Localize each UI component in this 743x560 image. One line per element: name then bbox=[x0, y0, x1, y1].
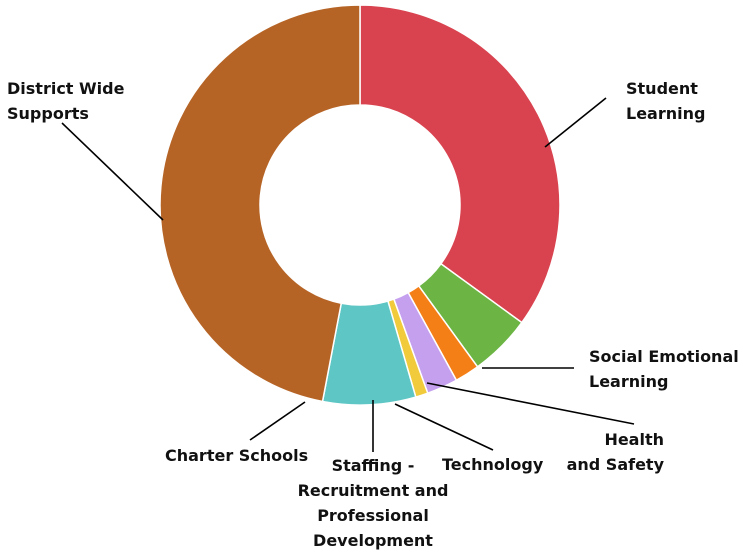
slice-label-line: Development bbox=[313, 531, 433, 550]
slice-district-wide-supports bbox=[159, 4, 361, 403]
slice-labels: Student Learning Social Emotional Learning H… bbox=[7, 79, 739, 550]
slice-label-social-emotional-learning: Social Emotional Learning bbox=[589, 347, 739, 391]
slice-label-line: Recruitment and bbox=[298, 481, 449, 500]
slice-label-line: Student bbox=[626, 79, 698, 98]
leader-line-district-wide-supports bbox=[61, 122, 164, 221]
leader-line-health-and-safety bbox=[426, 382, 635, 425]
slice-label-line: Learning bbox=[589, 372, 668, 391]
slice-label-line: Technology bbox=[442, 455, 544, 474]
slice-label-line: Charter Schools bbox=[165, 446, 308, 465]
donut-slices bbox=[159, 4, 561, 406]
slice-label-line: Health bbox=[604, 430, 664, 449]
slice-label-line: District Wide bbox=[7, 79, 125, 98]
slice-label-student-learning: Student Learning bbox=[626, 79, 705, 123]
leader-line-charter-schools bbox=[249, 401, 306, 441]
slice-label-technology: Technology bbox=[442, 455, 544, 474]
slice-label-staffing-recruitment-and-professional-development: Staffing - Recruitment and Professional Dev… bbox=[298, 456, 449, 550]
slice-label-district-wide-supports: District Wide Supports bbox=[7, 79, 125, 123]
leader-line-student-learning bbox=[544, 97, 607, 148]
slice-label-line: Staffing - bbox=[332, 456, 415, 475]
slice-label-line: Social Emotional bbox=[589, 347, 739, 366]
leader-lines bbox=[61, 97, 635, 452]
slice-label-charter-schools: Charter Schools bbox=[165, 446, 308, 465]
slice-label-health-and-safety: Health and Safety bbox=[567, 430, 665, 474]
leader-line-technology bbox=[394, 403, 494, 451]
slice-label-line: Professional bbox=[317, 506, 429, 525]
slice-label-line: Learning bbox=[626, 104, 705, 123]
slice-label-line: and Safety bbox=[567, 455, 665, 474]
slice-label-line: Supports bbox=[7, 104, 89, 123]
slice-student-learning bbox=[359, 4, 561, 324]
